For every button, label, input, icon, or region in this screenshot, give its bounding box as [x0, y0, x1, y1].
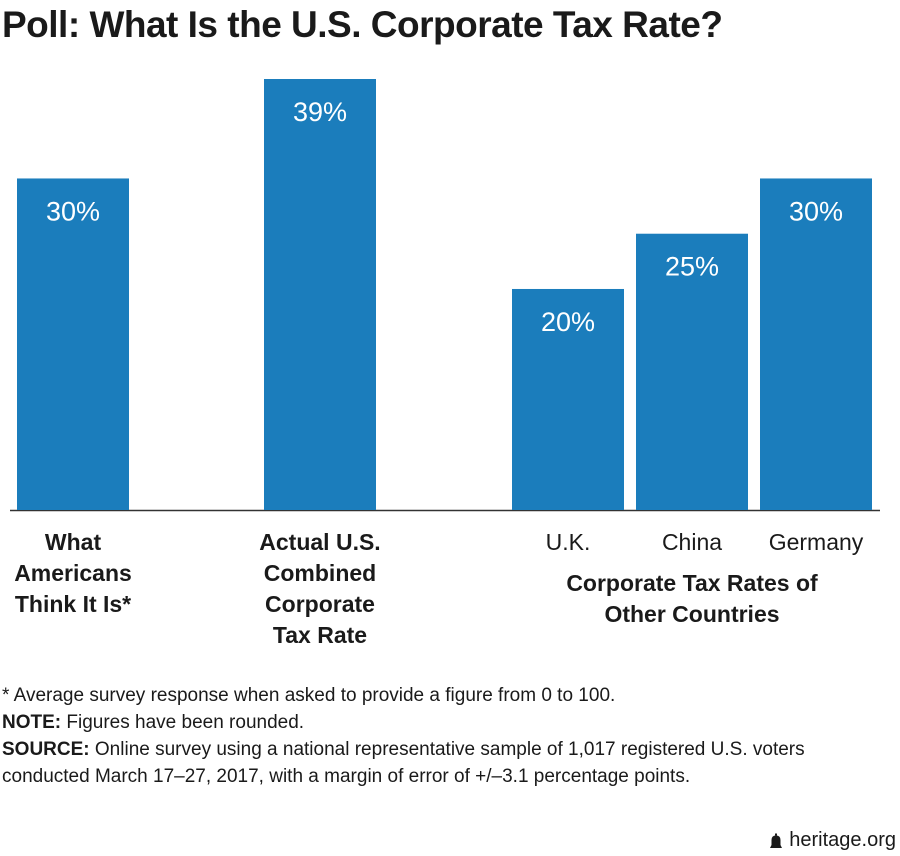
footnotes: * Average survey response when asked to …: [2, 682, 882, 790]
source-label: SOURCE:: [2, 739, 90, 760]
value-label: 30%: [46, 196, 100, 226]
value-label: 39%: [293, 97, 347, 127]
category-label: Actual U.S. Combined Corporate Tax Rate: [259, 529, 381, 648]
value-label: 20%: [541, 307, 595, 337]
bar: [264, 79, 376, 510]
category-label: China: [661, 529, 723, 555]
bar: [760, 178, 872, 510]
source: SOURCE: Online survey using a national r…: [2, 736, 882, 790]
category-label: Germany: [768, 529, 864, 555]
value-label: 25%: [665, 252, 719, 282]
brand-icon: [770, 833, 783, 848]
category-label: U.K.: [545, 529, 591, 555]
chart: 30% 39% 20% 25% 30%: [10, 79, 880, 512]
note-text: Figures have been rounded.: [66, 712, 305, 733]
source-text: Online survey using a national represent…: [2, 739, 805, 787]
brand: heritage.org: [768, 829, 896, 852]
note: NOTE: Figures have been rounded.: [2, 709, 882, 736]
brand-text: heritage.org: [789, 829, 896, 851]
group-label: Corporate Tax Rates of Other Countries: [566, 570, 818, 627]
note-label: NOTE:: [2, 712, 62, 733]
value-label: 30%: [789, 196, 843, 226]
bar: [636, 233, 748, 510]
bar: [17, 178, 129, 510]
bar: [512, 288, 624, 510]
category-label: What Americans Think It Is*: [14, 529, 132, 617]
asterisk-note: * Average survey response when asked to …: [2, 685, 616, 706]
chart-title: Poll: What Is the U.S. Corporate Tax Rat…: [2, 4, 723, 45]
